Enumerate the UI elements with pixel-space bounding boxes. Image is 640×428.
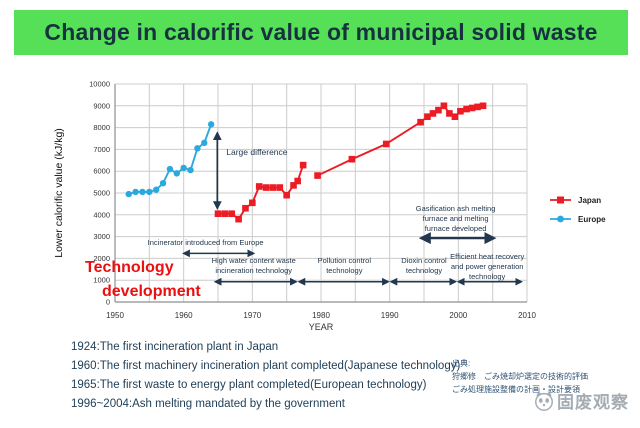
europe-data-point [173, 170, 180, 177]
japan-data-point [249, 199, 256, 207]
japan-data-point [468, 104, 476, 112]
x-axis-title: YEAR [309, 322, 334, 332]
japan-data-point [214, 210, 222, 218]
x-tick-label: 2000 [449, 311, 467, 320]
japan-data-point [228, 210, 236, 218]
period-label: furnace developed [425, 224, 487, 233]
europe-data-point [187, 166, 194, 174]
japan-data-point [474, 103, 481, 111]
y-tick-label: 9000 [93, 101, 110, 110]
europe-data-point [180, 164, 187, 172]
period-label: High water content waste [212, 256, 296, 265]
europe-series-line [128, 123, 213, 195]
europe-data-point [132, 188, 139, 196]
y-tick-label: 2000 [93, 254, 110, 263]
milestone-item: 1924:The first incineration plant in Jap… [71, 341, 279, 353]
milestone-item: 1960:The first machinery incineration pl… [71, 360, 461, 372]
japan-data-point [435, 106, 442, 114]
period-label: and power generation [451, 262, 524, 271]
y-tick-label: 8000 [93, 123, 110, 132]
x-tick-label: 1970 [243, 311, 261, 320]
europe-data-point [146, 188, 153, 196]
japan-data-point [299, 161, 307, 169]
technology-development-label: Technology [85, 259, 174, 276]
period-label: technology [406, 266, 443, 275]
japan-data-point [276, 184, 284, 191]
japan-data-point [451, 113, 459, 120]
europe-data-point [139, 188, 146, 196]
japan-data-point [269, 184, 277, 191]
japan-data-point [382, 140, 390, 148]
japan-data-point [242, 204, 249, 212]
watermark: 固废观察 [533, 388, 629, 413]
legend-label: Japan [578, 196, 601, 205]
y-tick-label: 10000 [89, 80, 110, 89]
period-label: furnace and melting [423, 214, 489, 223]
y-tick-label: 6000 [93, 167, 110, 176]
large-difference-label: Large difference [226, 147, 288, 157]
source-line: 狩郷修 ごみ焼却炉選定の技術的評価 [452, 372, 588, 381]
y-tick-label: 0 [106, 298, 110, 307]
japan-data-point [290, 182, 297, 189]
x-tick-label: 1960 [175, 311, 193, 320]
x-tick-label: 1990 [381, 311, 399, 320]
milestone-list: 1924:The first incineration plant in Jap… [71, 338, 460, 414]
europe-data-point [207, 121, 215, 128]
japan-data-point [479, 102, 487, 110]
x-tick-label: 2010 [518, 311, 536, 320]
period-label: incineration technology [215, 266, 292, 275]
y-tick-label: 4000 [93, 210, 110, 219]
period-label: technology [469, 272, 506, 281]
japan-data-point [424, 113, 431, 120]
watermark-text: 固废观察 [557, 393, 629, 412]
period-label: Efficient heat recovery [450, 252, 524, 261]
europe-data-point [125, 190, 132, 198]
japan-data-point [235, 215, 242, 223]
europe-data-point [194, 145, 201, 152]
legend-marker [557, 196, 564, 204]
x-tick-label: 1980 [312, 311, 330, 320]
period-label: Incinerator introduced from Europe [148, 238, 264, 247]
europe-data-point [201, 139, 208, 147]
watermark-logo-icon [535, 392, 553, 411]
source-block: 出典: 狩郷修 ごみ焼却炉選定の技術的評価 ごみ処理施設整備の計画・設計要領 [452, 357, 588, 396]
japan-data-point [221, 210, 229, 218]
legend-marker [557, 215, 564, 223]
y-axis-title: Lower calorific value (kJ/kg) [53, 128, 65, 258]
page-title: Change in calorific value of municipal s… [14, 10, 628, 55]
japan-data-point [417, 118, 424, 126]
japan-data-point [463, 105, 470, 113]
source-line: ごみ処理施設整備の計画・設計要領 [452, 385, 580, 394]
japan-data-point [446, 110, 453, 117]
milestone-item: 1996~2004:Ash melting mandated by the go… [71, 398, 345, 410]
japan-data-point [457, 107, 464, 115]
period-label: Dioxin control [401, 256, 447, 265]
period-label: Pollution control [318, 256, 372, 265]
japan-data-point [314, 172, 321, 179]
y-tick-label: 1000 [93, 276, 110, 285]
japan-data-point [429, 110, 437, 117]
legend-label: Europe [578, 215, 606, 224]
milestone-item: 1965:The first waste to energy plant com… [71, 379, 427, 391]
japan-data-point [283, 191, 290, 199]
japan-data-point [348, 155, 356, 163]
y-tick-label: 5000 [93, 189, 110, 198]
y-tick-label: 7000 [93, 145, 110, 154]
europe-data-point [166, 165, 174, 173]
technology-development-label: development [102, 283, 201, 300]
japan-data-point [294, 177, 301, 185]
source-line: 出典: [452, 359, 471, 368]
europe-data-point [159, 179, 167, 187]
calorific-value-chart: 0 1000 2000 3000 4000 5000 6000 7000 8000 9000 100… [53, 80, 606, 333]
period-label: technology [326, 266, 363, 275]
japan-data-point [262, 184, 270, 191]
europe-data-point [153, 186, 160, 193]
japan-data-point [440, 102, 448, 110]
japan-data-point [255, 183, 263, 190]
y-tick-label: 3000 [93, 232, 110, 241]
x-tick-label: 1950 [106, 311, 124, 320]
period-label: Gasification ash melting [416, 204, 496, 213]
